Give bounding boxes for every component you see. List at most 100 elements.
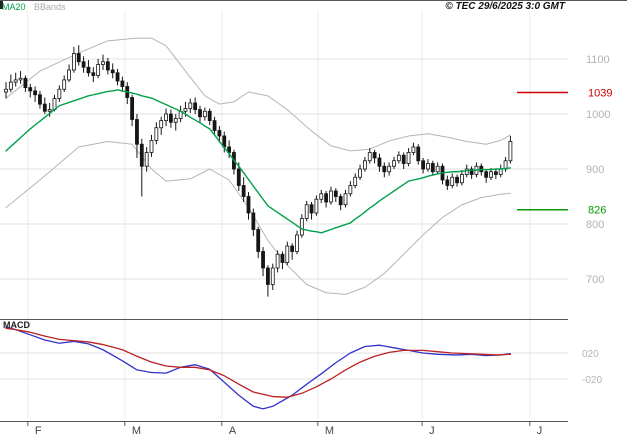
candle-body bbox=[430, 163, 435, 173]
candle-body bbox=[421, 160, 426, 170]
bollinger-upper-line bbox=[5, 37, 511, 152]
candle-body bbox=[396, 154, 401, 162]
candle-body bbox=[57, 88, 62, 99]
month-label: M bbox=[325, 425, 334, 437]
candle-body bbox=[18, 77, 23, 81]
candle-body bbox=[115, 72, 120, 82]
candle-body bbox=[207, 110, 212, 122]
candle-body bbox=[86, 66, 91, 74]
candle-body bbox=[338, 196, 343, 206]
candle-body bbox=[358, 168, 362, 178]
candle-body bbox=[455, 176, 459, 184]
candle-body bbox=[202, 110, 207, 118]
candle-body bbox=[304, 204, 309, 219]
candle-body bbox=[67, 69, 71, 81]
price-marker-label: 1039 bbox=[588, 88, 612, 100]
macd-tick-label: -020 bbox=[582, 375, 602, 386]
macd-line bbox=[5, 326, 512, 410]
candle-body bbox=[110, 69, 115, 74]
candle-body bbox=[416, 146, 421, 162]
candle-body bbox=[367, 152, 372, 162]
candle-body bbox=[149, 139, 154, 153]
candle-body bbox=[72, 53, 76, 71]
candle-body bbox=[154, 127, 159, 141]
price-tick-label: 900 bbox=[586, 164, 604, 176]
ma20-line bbox=[5, 89, 512, 234]
candle-body bbox=[382, 165, 387, 173]
candle-body bbox=[246, 196, 251, 214]
candle-body bbox=[265, 267, 270, 285]
candle-body bbox=[377, 157, 382, 167]
candle-body bbox=[33, 90, 37, 96]
candle-body bbox=[164, 113, 168, 121]
candle-body bbox=[188, 102, 193, 109]
candle-body bbox=[319, 193, 324, 200]
candle-body bbox=[299, 218, 304, 236]
candle-body bbox=[81, 61, 86, 68]
candle-body bbox=[159, 120, 164, 129]
candle-body bbox=[324, 193, 329, 203]
candle-body bbox=[343, 193, 348, 206]
month-label: M bbox=[132, 425, 141, 437]
candle-body bbox=[101, 61, 105, 65]
candle-body bbox=[198, 109, 202, 118]
candle-body bbox=[38, 94, 42, 105]
price-tick-label: 700 bbox=[586, 274, 604, 286]
candle-body bbox=[309, 204, 314, 214]
candle-body bbox=[285, 245, 290, 263]
candle-body bbox=[348, 185, 353, 195]
candle-body bbox=[498, 168, 503, 175]
candle-body bbox=[168, 113, 173, 123]
candle-body bbox=[173, 118, 178, 123]
candle-body bbox=[489, 171, 493, 178]
candle-body bbox=[270, 267, 275, 285]
candle-body bbox=[76, 53, 81, 63]
bollinger-lower-line bbox=[5, 141, 511, 295]
candle-body bbox=[459, 174, 464, 184]
candle-body bbox=[96, 64, 101, 76]
candle-body bbox=[91, 72, 96, 76]
candle-body bbox=[261, 251, 265, 269]
candle-body bbox=[411, 146, 416, 153]
candle-body bbox=[217, 130, 222, 137]
candle-body bbox=[183, 108, 188, 112]
candle-body bbox=[508, 141, 513, 162]
candle-body bbox=[372, 152, 377, 159]
candle-body bbox=[362, 160, 367, 170]
candle-body bbox=[295, 234, 299, 252]
candle-body bbox=[4, 88, 8, 93]
candle-body bbox=[435, 165, 440, 173]
candle-body bbox=[139, 143, 144, 167]
candle-body bbox=[426, 163, 430, 170]
month-label: J bbox=[429, 425, 435, 437]
candle-body bbox=[406, 152, 411, 164]
price-marker-label: 826 bbox=[588, 205, 606, 217]
month-label: A bbox=[229, 425, 237, 437]
candle-body bbox=[392, 160, 396, 167]
candle-body bbox=[333, 190, 338, 197]
candle-body bbox=[401, 154, 406, 164]
candle-body bbox=[280, 253, 285, 263]
candle-body bbox=[8, 81, 13, 90]
month-label: F bbox=[35, 425, 42, 437]
candle-body bbox=[353, 176, 358, 186]
corner-mark bbox=[0, 1, 3, 9]
candle-body bbox=[445, 179, 450, 186]
candle-body bbox=[13, 79, 18, 83]
candle-body bbox=[120, 80, 125, 87]
price-tick-label: 1100 bbox=[586, 54, 610, 66]
macd-tick-label: 020 bbox=[582, 349, 599, 360]
macd-signal-line bbox=[5, 327, 512, 398]
month-label: J bbox=[537, 425, 543, 437]
candle-body bbox=[314, 198, 319, 214]
candle-body bbox=[493, 171, 498, 175]
candle-body bbox=[144, 152, 149, 167]
candle-body bbox=[23, 77, 28, 88]
candle-body bbox=[212, 120, 217, 131]
candle-body bbox=[193, 102, 198, 110]
candle-body bbox=[484, 171, 489, 178]
candle-body bbox=[329, 190, 333, 203]
candle-body bbox=[42, 103, 47, 112]
